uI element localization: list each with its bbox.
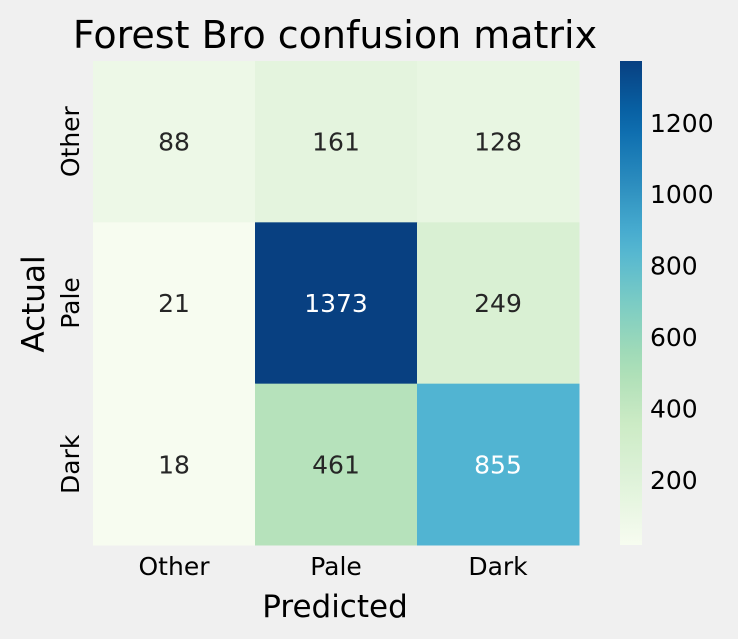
cell-value-label: 461 [312, 450, 360, 479]
cell-value-label: 855 [474, 450, 522, 479]
chart-title: Forest Bro confusion matrix [73, 13, 597, 57]
colorbar-tick-label: 600 [650, 323, 698, 352]
x-tick-label: Pale [310, 552, 362, 581]
y-axis-tick-labels: Other Pale Dark [56, 105, 85, 494]
heatmap-cell [417, 383, 580, 546]
heatmap-cells [93, 61, 580, 546]
x-tick-label: Dark [468, 552, 528, 581]
heatmap-cell [93, 61, 256, 223]
colorbar-tick-label: 200 [650, 466, 698, 495]
cell-value-label: 88 [158, 128, 190, 157]
heatmap-cell [417, 61, 580, 223]
heatmap-cell [93, 222, 256, 385]
cell-value-label: 1373 [304, 289, 368, 318]
cell-value-label: 161 [312, 128, 360, 157]
colorbar-tick-label: 400 [650, 395, 698, 424]
x-tick-label: Other [139, 552, 211, 581]
colorbar [620, 61, 642, 545]
x-axis-tick-labels: Other Pale Dark [139, 552, 529, 581]
colorbar-tick-label: 800 [650, 252, 698, 281]
y-tick-label: Pale [56, 277, 85, 329]
heatmap-cell [255, 222, 418, 385]
colorbar-tick-label: 1000 [650, 180, 714, 209]
cell-value-label: 21 [158, 289, 190, 318]
heatmap-cell [417, 222, 580, 385]
colorbar-tick-label: 1200 [650, 109, 714, 138]
heatmap-cell [255, 383, 418, 546]
x-axis-label: Predicted [262, 589, 408, 625]
heatmap-cell [255, 61, 418, 223]
heatmap-cell-labels: 88 161 128 21 1373 249 18 461 855 [158, 128, 522, 480]
y-axis-label: Actual [16, 255, 52, 352]
y-tick-label: Dark [56, 434, 85, 494]
cell-value-label: 128 [474, 128, 522, 157]
heatmap-cell [93, 383, 256, 546]
colorbar-tick-labels: 200 400 600 800 1000 1200 [650, 109, 714, 495]
cell-value-label: 249 [474, 289, 522, 318]
y-tick-label: Other [56, 105, 85, 177]
cell-value-label: 18 [158, 450, 190, 479]
